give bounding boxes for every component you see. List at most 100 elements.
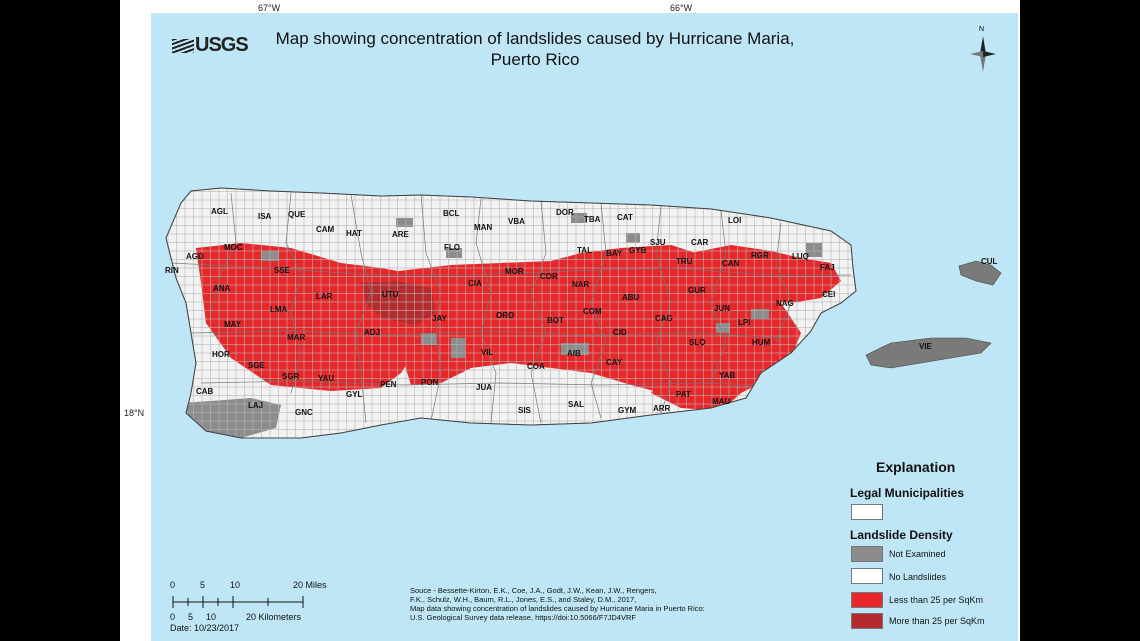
municipality-label: TRU: [676, 257, 693, 266]
municipality-label: CIA: [468, 279, 482, 288]
latitude-label: 18°N: [124, 408, 145, 418]
legend-heading: Explanation: [876, 459, 956, 475]
municipality-label: YAB: [719, 371, 736, 380]
municipality-label: SSE: [274, 266, 291, 275]
legend-label-not-examined: Not Examined: [889, 549, 946, 559]
municipality-label: ARE: [392, 230, 409, 239]
legend-section-density: Landslide Density: [850, 528, 953, 542]
municipality-label: PEN: [380, 380, 397, 389]
scale-bar: 0 5 10 20 Miles 0 5 10 20 Kilometers Dat…: [170, 580, 340, 633]
municipality-label: CUL: [981, 257, 998, 266]
legend-swatch-municipality: [851, 504, 883, 520]
map-date: Date: 10/23/2017: [170, 623, 240, 633]
legend-label-low-density: Less than 25 per SqKm: [889, 595, 984, 605]
municipality-label: ADJ: [364, 328, 381, 337]
culebra-island: [958, 260, 1002, 286]
municipality-label: FLO: [444, 243, 460, 252]
municipality-label: MAN: [474, 223, 493, 232]
vieques-island: [865, 337, 992, 369]
scale-km-5: 5: [188, 612, 194, 622]
source-line: F.K., Schulz, W.H., Baum, R.L., Jones, E…: [410, 595, 637, 604]
legend-swatch-not-examined: [851, 546, 883, 562]
municipality-label: GYM: [618, 406, 637, 415]
municipality-label: QUE: [288, 210, 306, 219]
municipality-label: LUQ: [792, 252, 809, 261]
municipality-label: LAR: [316, 292, 333, 301]
municipality-label: CAG: [655, 314, 673, 323]
municipality-label: LAJ: [248, 401, 264, 410]
municipality-label: BCL: [443, 209, 460, 218]
municipality-label: TBA: [584, 215, 601, 224]
municipality-label: MAU: [712, 397, 731, 406]
longitude-label-left: 67°W: [258, 3, 281, 13]
municipality-label: CEI: [822, 290, 836, 299]
municipality-label: UTU: [382, 290, 399, 299]
municipality-label: CID: [613, 328, 627, 337]
scale-mile-0: 0: [170, 580, 176, 590]
municipality-label: LMA: [270, 305, 288, 314]
municipality-label: CAY: [606, 358, 623, 367]
usgs-waves-icon: [172, 38, 194, 53]
scale-mile-5: 5: [200, 580, 206, 590]
landslide-density-layer: [166, 188, 856, 438]
municipality-label: HOR: [212, 350, 230, 359]
municipality-label: JAY: [432, 314, 447, 323]
map-canvas: [151, 13, 1018, 641]
municipality-label: ORO: [496, 311, 515, 320]
municipality-label: DOR: [556, 208, 574, 217]
longitude-label-right: 66°W: [670, 3, 693, 13]
north-label: N: [979, 26, 985, 33]
legend-swatch-high-density: [851, 613, 883, 629]
municipality-label: VIE: [919, 342, 932, 351]
title-line-2: Puerto Rico: [490, 50, 580, 69]
municipality-label: MAR: [287, 333, 306, 342]
municipality-label: SJU: [650, 238, 666, 247]
legend-swatch-low-density: [851, 592, 883, 608]
municipality-label: CAN: [722, 259, 740, 268]
municipality-label: LPI: [738, 318, 751, 327]
municipality-label: MAY: [224, 320, 242, 329]
municipality-label: JUN: [714, 304, 731, 313]
municipality-boundaries: [170, 192, 851, 424]
municipality-label: SAL: [568, 400, 584, 409]
municipality-label: PON: [421, 378, 439, 387]
puerto-rico-map: [165, 187, 1002, 439]
municipality-label: RGR: [751, 251, 769, 260]
municipality-label: PAT: [676, 390, 691, 399]
municipality-label: BOT: [547, 316, 564, 325]
municipality-label: ABU: [622, 293, 640, 302]
source-line: U.S. Geological Survey data release, htt…: [410, 613, 636, 622]
legend-swatch-no-landslides: [851, 568, 883, 584]
municipality-label: RIN: [165, 266, 179, 275]
title-line-1: Map showing concentration of landslides …: [275, 29, 795, 48]
municipality-label: LOI: [728, 216, 742, 225]
municipality-label: GYB: [629, 246, 647, 255]
municipality-label: AIB: [567, 349, 581, 358]
source-citation: Souce - Bessette-Kirton, E.K., Coe, J.A.…: [410, 586, 790, 622]
municipality-label: JUA: [476, 383, 493, 392]
municipality-label: HUM: [752, 338, 771, 347]
municipality-label: FAJ: [820, 263, 835, 272]
legend-label-no-landslides: No Landslides: [889, 572, 947, 582]
legend-label-high-density: More than 25 per SqKm: [889, 616, 985, 626]
municipality-label: AGD: [186, 252, 204, 261]
municipality-label: COA: [527, 362, 545, 371]
municipality-label: NAG: [776, 299, 794, 308]
municipality-label: GNC: [295, 408, 313, 417]
source-line: Map data showing concentration of landsl…: [410, 604, 705, 613]
scale-km-20: 20 Kilometers: [246, 612, 302, 622]
municipality-label: VBA: [508, 217, 525, 226]
municipality-label: SLO: [689, 338, 706, 347]
scale-mile-10: 10: [230, 580, 241, 590]
municipality-label: SIS: [518, 406, 531, 415]
municipality-label: MOC: [224, 243, 243, 252]
usgs-logo: USGS: [172, 34, 249, 57]
scale-km-10: 10: [206, 612, 217, 622]
municipality-label: BAY: [606, 249, 623, 258]
municipality-label: TAL: [577, 246, 592, 255]
map-title: Map showing concentration of landslides …: [230, 28, 840, 70]
municipality-label: MOR: [505, 267, 524, 276]
source-line: Souce - Bessette-Kirton, E.K., Coe, J.A.…: [410, 586, 657, 595]
municipality-label: YAU: [318, 374, 335, 383]
municipality-label: VIL: [481, 348, 494, 357]
